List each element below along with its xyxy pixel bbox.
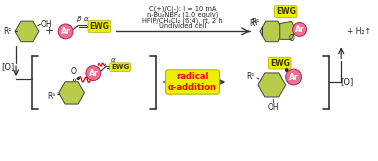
- Text: •: •: [74, 74, 81, 84]
- Polygon shape: [280, 22, 296, 39]
- Text: •: •: [282, 65, 290, 78]
- Circle shape: [58, 24, 73, 39]
- Text: radical
α-addition: radical α-addition: [168, 72, 217, 92]
- Text: R¹: R¹: [246, 71, 255, 80]
- Text: [O]: [O]: [2, 62, 15, 71]
- Text: OH: OH: [268, 103, 280, 112]
- Text: Ar: Ar: [289, 72, 299, 81]
- Text: [O]: [O]: [341, 77, 354, 86]
- Text: Ar: Ar: [295, 25, 304, 34]
- Polygon shape: [260, 21, 284, 42]
- Polygon shape: [258, 73, 286, 97]
- Text: α: α: [111, 57, 116, 63]
- Text: OH: OH: [41, 20, 53, 29]
- Text: HFIP/CH₂Cl₂ (6:4), rt, 2 h: HFIP/CH₂Cl₂ (6:4), rt, 2 h: [142, 17, 223, 24]
- Text: EWG: EWG: [270, 59, 290, 68]
- Circle shape: [286, 69, 302, 85]
- Text: R¹: R¹: [249, 19, 258, 28]
- Text: O: O: [289, 34, 294, 43]
- Polygon shape: [15, 21, 39, 42]
- Text: R¹: R¹: [47, 92, 56, 101]
- Text: n-Bu₄NBF₄ (1.0 equiv): n-Bu₄NBF₄ (1.0 equiv): [147, 11, 218, 18]
- Text: + H₂↑: + H₂↑: [347, 27, 371, 36]
- Text: R¹: R¹: [251, 18, 260, 27]
- Circle shape: [293, 23, 307, 36]
- Text: EWG: EWG: [276, 7, 296, 16]
- Text: O: O: [71, 67, 76, 76]
- Text: C(+)/C(-): I = 10 mA: C(+)/C(-): I = 10 mA: [149, 5, 216, 12]
- Text: EWG: EWG: [111, 64, 129, 70]
- Text: Undivided cell: Undivided cell: [159, 24, 206, 29]
- Text: β: β: [76, 15, 81, 22]
- Text: EWG: EWG: [89, 22, 109, 31]
- Text: +: +: [45, 26, 54, 36]
- Text: Ar: Ar: [61, 27, 70, 36]
- Circle shape: [86, 66, 101, 80]
- Text: Ar: Ar: [88, 69, 98, 78]
- Text: R¹: R¹: [4, 27, 12, 36]
- Text: α: α: [84, 15, 89, 22]
- Polygon shape: [59, 82, 84, 104]
